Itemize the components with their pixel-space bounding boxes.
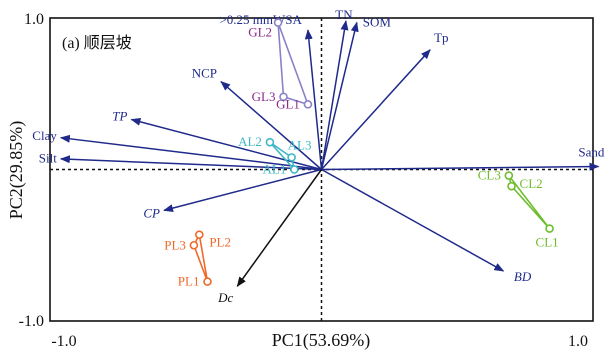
- vector-label-sand: Sand: [578, 144, 605, 159]
- sample-point-gl1: [303, 100, 313, 109]
- x-axis-title: PC1(53.69%): [272, 330, 371, 351]
- sample-label-al3: AL3: [288, 137, 312, 152]
- vector-label-tp: Tp: [434, 30, 448, 45]
- sample-label-al1: AL1: [263, 162, 287, 177]
- sample-label-pl2: PL2: [209, 235, 231, 250]
- vector-label-dc: Dc: [217, 290, 233, 305]
- sample-label-cl3: CL3: [478, 168, 501, 183]
- vector-label-clay: Clay: [32, 128, 57, 143]
- sample-point-cl2: [507, 181, 516, 191]
- vector-ncp-arrow: [220, 80, 322, 171]
- group-outline-0: [277, 22, 310, 106]
- vector-bd-arrow: [321, 168, 505, 272]
- vector-cp-arrow: [163, 168, 322, 213]
- vector-label-som: SOM: [363, 15, 392, 30]
- vector-tp-arrow: [320, 49, 431, 171]
- group-outline-3: [193, 232, 209, 282]
- vector-silt-arrow: [59, 155, 322, 171]
- y-tick-label: 1.0: [24, 11, 44, 28]
- plot-title: (a) 顺层坡: [62, 34, 132, 52]
- sample-point-al2: [265, 137, 275, 147]
- vector-label-tn: TN: [335, 7, 353, 22]
- sample-point-al1: [290, 165, 299, 174]
- vector-clay-arrow: [59, 134, 322, 171]
- vector-sand-arrow: [321, 162, 600, 171]
- vector-label-silt: Silt: [39, 150, 57, 165]
- vector-tn-arrow: [320, 20, 349, 170]
- y-tick-label: -1.0: [19, 313, 44, 330]
- sample-point-gl3: [279, 92, 288, 102]
- sample-label-gl1: GL1: [276, 96, 300, 111]
- vector-label-ncp: NCP: [192, 66, 217, 81]
- vector-label-tp: TP: [112, 108, 127, 123]
- sample-point-pl1: [203, 277, 212, 286]
- group-outline-1: [269, 141, 296, 173]
- sample-label-cl2: CL2: [520, 176, 543, 191]
- vector-label-cp: CP: [143, 205, 160, 220]
- sample-label-gl2: GL2: [248, 25, 272, 40]
- vector-0-25-mmwsa-arrow: [304, 29, 323, 170]
- y-axis-title: PC2(29.85%): [6, 121, 27, 220]
- sample-label-al2: AL2: [238, 134, 262, 149]
- sample-label-pl3: PL3: [164, 237, 186, 252]
- x-tick-label: 1.0: [568, 333, 588, 350]
- vector-dc-arrow: [236, 169, 323, 287]
- sample-label-gl3: GL3: [252, 89, 276, 104]
- x-tick-label: -1.0: [51, 333, 76, 350]
- group-outline-2: [508, 175, 551, 230]
- sample-point-cl3: [504, 171, 514, 180]
- sample-point-pl3: [189, 240, 199, 250]
- vector-label-bd: BD: [514, 269, 532, 284]
- sample-point-cl1: [545, 224, 554, 233]
- sample-label-cl1: CL1: [536, 235, 559, 250]
- sample-label-pl1: PL1: [178, 274, 200, 289]
- sample-point-al3: [287, 153, 296, 162]
- sample-point-pl2: [195, 230, 204, 239]
- vector-som-arrow: [320, 21, 359, 170]
- sample-point-gl2: [273, 18, 283, 27]
